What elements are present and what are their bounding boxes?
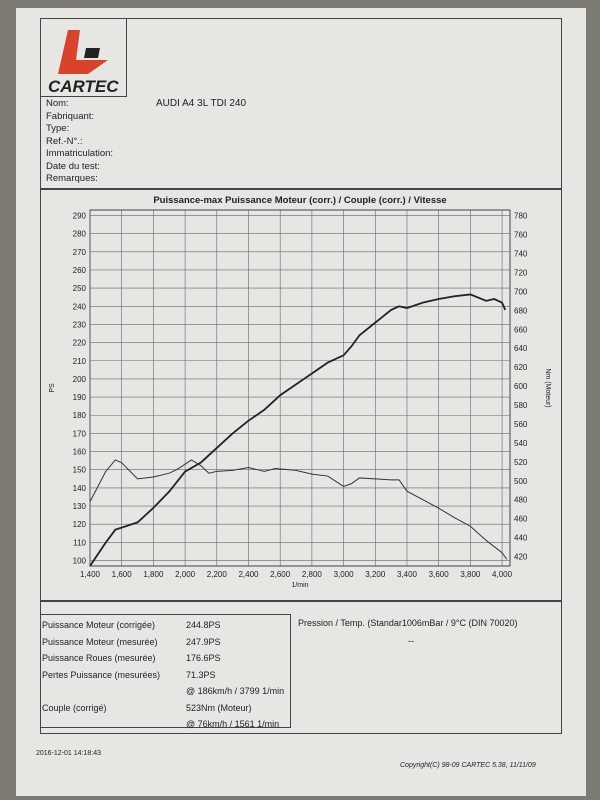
info-label: Fabriquant: — [46, 110, 95, 122]
chart-box — [40, 188, 562, 602]
y-left-tick-label: 130 — [73, 502, 87, 511]
y-left-tick-label: 210 — [73, 357, 87, 366]
result-value: 247.9PS — [186, 636, 221, 647]
y-left-tick-label: 240 — [73, 302, 87, 311]
x-tick-label: 1,600 — [112, 570, 133, 579]
y-right-tick-label: 560 — [514, 420, 528, 429]
result-value: @ 186km/h / 3799 1/min — [186, 686, 285, 696]
y-right-tick-label: 500 — [514, 477, 528, 486]
x-tick-label: 2,000 — [175, 570, 196, 579]
y-left-tick-label: 220 — [73, 339, 87, 348]
y-right-tick-label: 680 — [514, 306, 528, 315]
x-tick-label: 1,800 — [143, 570, 164, 579]
y-left-tick-label: 160 — [73, 448, 87, 457]
nom-value: AUDI A4 3L TDI 240 — [156, 98, 247, 109]
x-tick-label: 3,600 — [429, 570, 450, 579]
y-right-tick-label: 740 — [514, 250, 528, 259]
dyno-chart: 1,400 1,600 1,800 2,000 2,200 2,400 2,600 2,800… — [49, 195, 551, 589]
result-label: Pertes Puissance (mesurées) — [42, 669, 161, 680]
x-axis-label: 1/min — [291, 582, 308, 589]
y-left-tick-label: 280 — [73, 230, 87, 239]
torque-curve — [89, 459, 508, 560]
svg-text:CARTEC: CARTEC — [48, 77, 119, 96]
result-value: 71.3PS — [186, 669, 216, 680]
x-tick-label: 2,800 — [302, 570, 323, 579]
x-tick-label: 2,400 — [238, 570, 259, 579]
results-left — [40, 614, 291, 728]
y-right-tick-label: 620 — [514, 363, 528, 372]
y-right-tick-label: 420 — [514, 553, 528, 562]
x-tick-label: 3,200 — [365, 570, 386, 579]
y-left-tick-label: 290 — [73, 211, 87, 220]
y-right-tick-label: 780 — [514, 212, 528, 221]
y-left-tick-label: 120 — [73, 520, 87, 529]
y-right-tick-label: 540 — [514, 439, 528, 448]
y-left-tick-label: 250 — [73, 284, 87, 293]
y-left-tick-label: 270 — [73, 248, 87, 257]
x-tick-label: 2,200 — [207, 570, 228, 579]
result-label: Puissance Moteur (mesurée) — [42, 636, 158, 647]
x-tick-label: 3,400 — [397, 570, 418, 579]
copyright: Copyright(C) 98-09 CARTEC 5.38, 11/11/09 — [400, 762, 536, 769]
info-label: Type: — [46, 123, 70, 134]
y-left-tick-label: 230 — [73, 320, 87, 329]
result-label: Puissance Roues (mesurée) — [42, 653, 156, 663]
y-right-tick-label: 640 — [514, 344, 528, 353]
y-right-tick-label: 720 — [514, 268, 528, 277]
power-curve — [89, 293, 507, 567]
chart-title: Puissance-max Puissance Moteur (corr.) /… — [153, 195, 446, 206]
result-label: Puissance Moteur (corrigée) — [42, 620, 156, 630]
y-right-tick-label: 600 — [514, 382, 528, 391]
result-value: 523Nm (Moteur) — [186, 702, 252, 713]
info-label: Immatriculation: — [46, 148, 114, 159]
info-label: Remarques: — [46, 173, 98, 184]
dyno-sheet: CARTEC Nom: Fabriquant: Type: Ref.-N°.: Imma… — [16, 8, 586, 796]
x-tick-label: 3,000 — [334, 570, 355, 579]
y-right-tick-label: 480 — [514, 496, 528, 505]
x-tick-label: 2,600 — [270, 570, 291, 579]
y-right-tick-label: 660 — [514, 325, 528, 334]
y-right-tick-label: 440 — [514, 534, 528, 543]
info-label: Ref.-N°.: — [46, 135, 83, 147]
y-right-axis-label: Nm (Moteur) — [544, 368, 551, 407]
y-left-axis-label: PS — [49, 383, 56, 393]
info-label: Date du test: — [46, 160, 100, 172]
result-label: Couple (corrigé) — [42, 702, 107, 713]
y-right-tick-label: 460 — [514, 515, 528, 524]
y-left-tick-label: 200 — [73, 375, 87, 384]
y-left-tick-label: 100 — [73, 557, 87, 566]
logo-box — [40, 18, 127, 97]
cartec-logo: CARTEC — [48, 30, 119, 96]
header-box — [40, 18, 562, 190]
y-left-tick-label: 140 — [73, 484, 87, 493]
y-left-tick-label: 260 — [73, 266, 87, 275]
results-box — [40, 600, 562, 734]
y-left-tick-label: 180 — [73, 411, 87, 420]
y-right-tick-label: 760 — [514, 231, 528, 240]
y-left-tick-label: 170 — [73, 429, 87, 438]
y-right-tick-label: 520 — [514, 458, 528, 467]
x-tick-label: 1,400 — [80, 570, 101, 579]
y-left-tick-label: 190 — [73, 393, 87, 402]
info-label: Nom: — [46, 98, 69, 109]
y-left-tick-label: 110 — [73, 538, 86, 547]
plot-area — [89, 209, 511, 567]
y-right-tick-label: 580 — [514, 401, 528, 410]
y-left-tick-label: 150 — [73, 466, 87, 475]
result-value: 176.6PS — [186, 653, 221, 663]
pressure-value: -- — [408, 636, 414, 646]
x-tick-label: 3,800 — [460, 570, 481, 579]
y-right-tick-label: 700 — [514, 287, 528, 296]
result-value: @ 76km/h / 1561 1/min — [186, 719, 280, 729]
result-value: 244.8PS — [186, 620, 221, 630]
pressure-label: Pression / Temp. (Standar1006mBar / 9°C … — [298, 618, 518, 628]
timestamp: 2016-12-01 14:18:43 — [36, 750, 101, 757]
x-tick-label: 4,000 — [492, 570, 513, 579]
